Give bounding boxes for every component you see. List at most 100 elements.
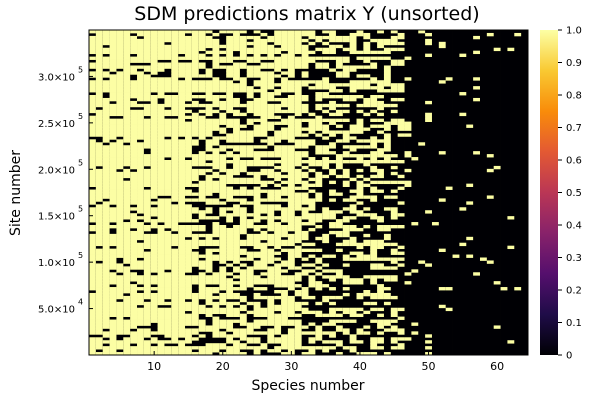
heatmap-cell <box>294 112 303 117</box>
heatmap-cell <box>137 230 145 235</box>
heatmap-cell <box>301 248 309 252</box>
heatmap-cell <box>116 230 124 235</box>
heatmap-cell <box>89 213 97 217</box>
heatmap-cell <box>198 74 207 78</box>
heatmap-cell <box>116 319 124 323</box>
heatmap-cell <box>212 198 220 202</box>
heatmap-cell <box>198 349 207 353</box>
heatmap-cell <box>123 186 131 190</box>
heatmap-cell <box>239 257 248 261</box>
heatmap-cell <box>425 118 433 122</box>
heatmap-cell <box>130 222 138 226</box>
heatmap-cell <box>493 165 501 170</box>
heatmap-cell <box>123 157 131 161</box>
heatmap-cell <box>233 165 241 170</box>
heatmap-cell <box>171 180 179 185</box>
heatmap-cell <box>287 121 296 125</box>
heatmap-cell <box>164 95 172 99</box>
heatmap-cell <box>109 186 117 190</box>
heatmap-cell <box>246 65 255 69</box>
heatmap-cell <box>397 346 405 350</box>
heatmap-cell <box>157 109 165 114</box>
heatmap-cell <box>377 41 385 46</box>
heatmap-cell <box>274 62 282 66</box>
heatmap-cell <box>137 115 145 120</box>
heatmap-cell <box>411 269 419 273</box>
heatmap-cell <box>342 287 351 291</box>
heatmap-cell <box>157 213 165 217</box>
heatmap-cell <box>377 89 385 93</box>
plot-frame <box>88 29 529 356</box>
heatmap-cell <box>329 151 337 155</box>
heatmap-cell <box>329 254 337 258</box>
heatmap-cell <box>116 151 124 155</box>
heatmap-cell <box>89 322 97 326</box>
heatmap-cell <box>143 269 152 273</box>
heatmap-cell <box>212 343 220 347</box>
heatmap-cell <box>281 290 289 294</box>
heatmap-cell <box>329 130 337 134</box>
heatmap-cell <box>171 263 179 267</box>
heatmap-cell <box>164 239 172 244</box>
x-tick-label: 40 <box>353 360 367 373</box>
heatmap-cell <box>164 183 172 187</box>
heatmap-cell <box>123 56 131 60</box>
heatmap-cell <box>205 68 213 72</box>
heatmap-cell <box>171 97 179 102</box>
heatmap-cell <box>157 177 165 182</box>
heatmap-cell <box>109 272 117 276</box>
heatmap-cell <box>164 30 172 34</box>
heatmap-cell <box>137 207 145 211</box>
heatmap-cell <box>205 124 213 128</box>
heatmap-cell <box>150 109 158 114</box>
heatmap-cell <box>95 310 104 315</box>
heatmap-cell <box>191 121 200 125</box>
heatmap-cell <box>425 100 433 105</box>
heatmap-cell <box>315 301 323 306</box>
heatmap-cell <box>370 301 378 306</box>
heatmap-cell <box>219 343 227 347</box>
heatmap-cell <box>363 239 371 244</box>
heatmap-cell <box>89 86 97 90</box>
heatmap-cell <box>198 89 207 93</box>
heatmap-cell <box>116 121 124 125</box>
heatmap-cell <box>171 44 179 49</box>
heatmap-cell <box>239 44 248 49</box>
heatmap-cell <box>185 53 193 57</box>
heatmap-cell <box>130 257 138 261</box>
heatmap-cell <box>205 266 213 270</box>
heatmap-cell <box>335 44 344 49</box>
heatmap-cell <box>116 254 124 258</box>
heatmap-cell <box>143 95 152 99</box>
heatmap-cell <box>335 242 344 247</box>
heatmap-cell <box>212 222 220 226</box>
heatmap-cell <box>178 50 186 55</box>
heatmap-cell <box>143 180 152 185</box>
heatmap-cell <box>274 50 282 55</box>
heatmap-cell <box>89 349 97 353</box>
heatmap-cell <box>198 157 207 161</box>
heatmap-cell <box>418 30 426 34</box>
heatmap-cell <box>253 242 261 247</box>
heatmap-cell <box>274 245 282 250</box>
heatmap-cell <box>116 109 124 114</box>
heatmap-column <box>493 30 501 355</box>
heatmap-cell <box>150 136 158 140</box>
heatmap-cell <box>226 30 234 34</box>
heatmap-cell <box>281 154 289 158</box>
heatmap-cell <box>130 219 138 223</box>
heatmap-cell <box>212 157 220 161</box>
heatmap-cell <box>116 145 124 149</box>
heatmap-cell <box>178 290 186 294</box>
heatmap-cell <box>219 207 227 211</box>
heatmap-cell <box>130 95 138 99</box>
heatmap-cell <box>191 352 200 356</box>
heatmap-cell <box>109 160 117 164</box>
heatmap-cell <box>123 92 131 96</box>
heatmap-cell <box>95 254 104 258</box>
heatmap-cell <box>294 254 303 258</box>
heatmap-cell <box>95 142 104 146</box>
heatmap-cell <box>397 118 405 122</box>
heatmap-cell <box>212 142 220 146</box>
y-tick-mantissa: 2.5×10 <box>38 119 75 130</box>
